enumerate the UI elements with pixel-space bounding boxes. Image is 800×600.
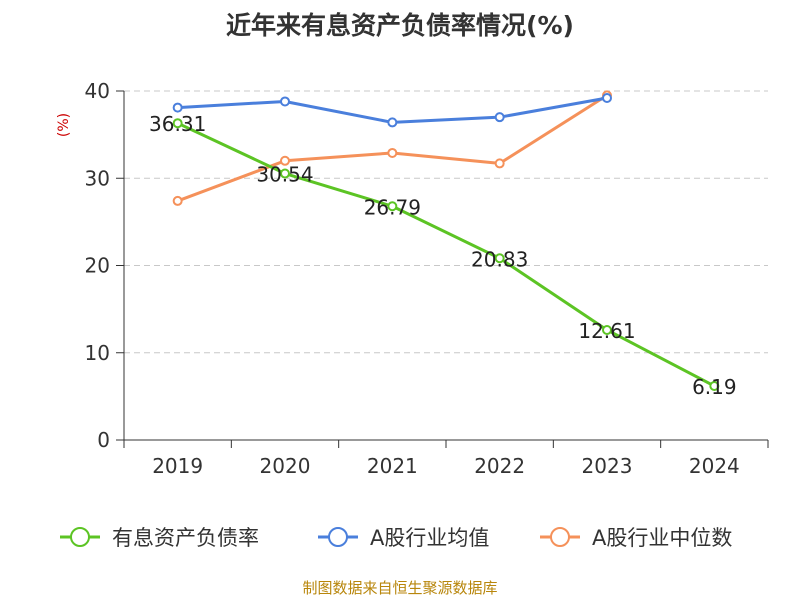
data-point xyxy=(602,324,612,335)
data-point xyxy=(172,102,183,113)
series-lines xyxy=(172,90,720,391)
chart-title: 近年来有息资产负债率情况(%) xyxy=(226,11,574,40)
y-axis-label: (%) xyxy=(56,113,72,137)
y-tick-label: 40 xyxy=(85,79,110,103)
legend-label: A股行业中位数 xyxy=(592,526,732,550)
legend-label: 有息资产负债率 xyxy=(112,526,259,550)
legend: 有息资产负债率 A股行业均值 A股行业中位数 xyxy=(60,526,732,550)
data-point xyxy=(387,147,398,158)
x-tick-label: 2024 xyxy=(689,454,740,478)
x-axis: 2019 2020 2021 2022 2023 2024 xyxy=(123,439,769,478)
series-line xyxy=(177,121,716,388)
legend-label: A股行业均值 xyxy=(370,526,489,550)
data-point xyxy=(387,117,398,128)
data-point xyxy=(387,201,398,212)
y-tick-label: 20 xyxy=(85,254,110,278)
data-label: 12.61 xyxy=(578,319,635,343)
data-label: 20.83 xyxy=(471,247,528,271)
x-tick-label: 2019 xyxy=(152,454,203,478)
data-point xyxy=(172,195,183,206)
data-labels: 36.31 30.54 26.79 20.83 12.61 6.19 xyxy=(149,112,737,399)
y-axis: 0 10 20 30 40 xyxy=(85,79,125,452)
data-label: 30.54 xyxy=(256,163,313,187)
data-point xyxy=(280,96,290,107)
data-label: 36.31 xyxy=(149,112,206,136)
data-point xyxy=(709,380,720,391)
data-point xyxy=(494,158,505,169)
data-point xyxy=(172,118,183,129)
data-point xyxy=(280,168,290,179)
data-point xyxy=(494,112,505,123)
grid-lines xyxy=(124,90,768,354)
x-tick-label: 2022 xyxy=(474,454,525,478)
y-tick-label: 10 xyxy=(85,341,110,365)
x-tick-label: 2023 xyxy=(582,454,633,478)
data-label: 26.79 xyxy=(364,195,421,219)
x-tick-label: 2020 xyxy=(260,454,311,478)
data-label: 6.19 xyxy=(692,375,737,399)
data-point xyxy=(494,253,505,264)
source-note: 制图数据来自恒生聚源数据库 xyxy=(302,579,498,597)
y-tick-label: 30 xyxy=(85,166,110,190)
data-point xyxy=(280,155,290,166)
x-tick-label: 2021 xyxy=(367,454,418,478)
legend-marker xyxy=(328,527,348,547)
legend-marker xyxy=(550,527,570,547)
y-tick-label: 0 xyxy=(97,428,110,452)
data-point xyxy=(602,92,612,103)
legend-marker xyxy=(70,527,90,547)
